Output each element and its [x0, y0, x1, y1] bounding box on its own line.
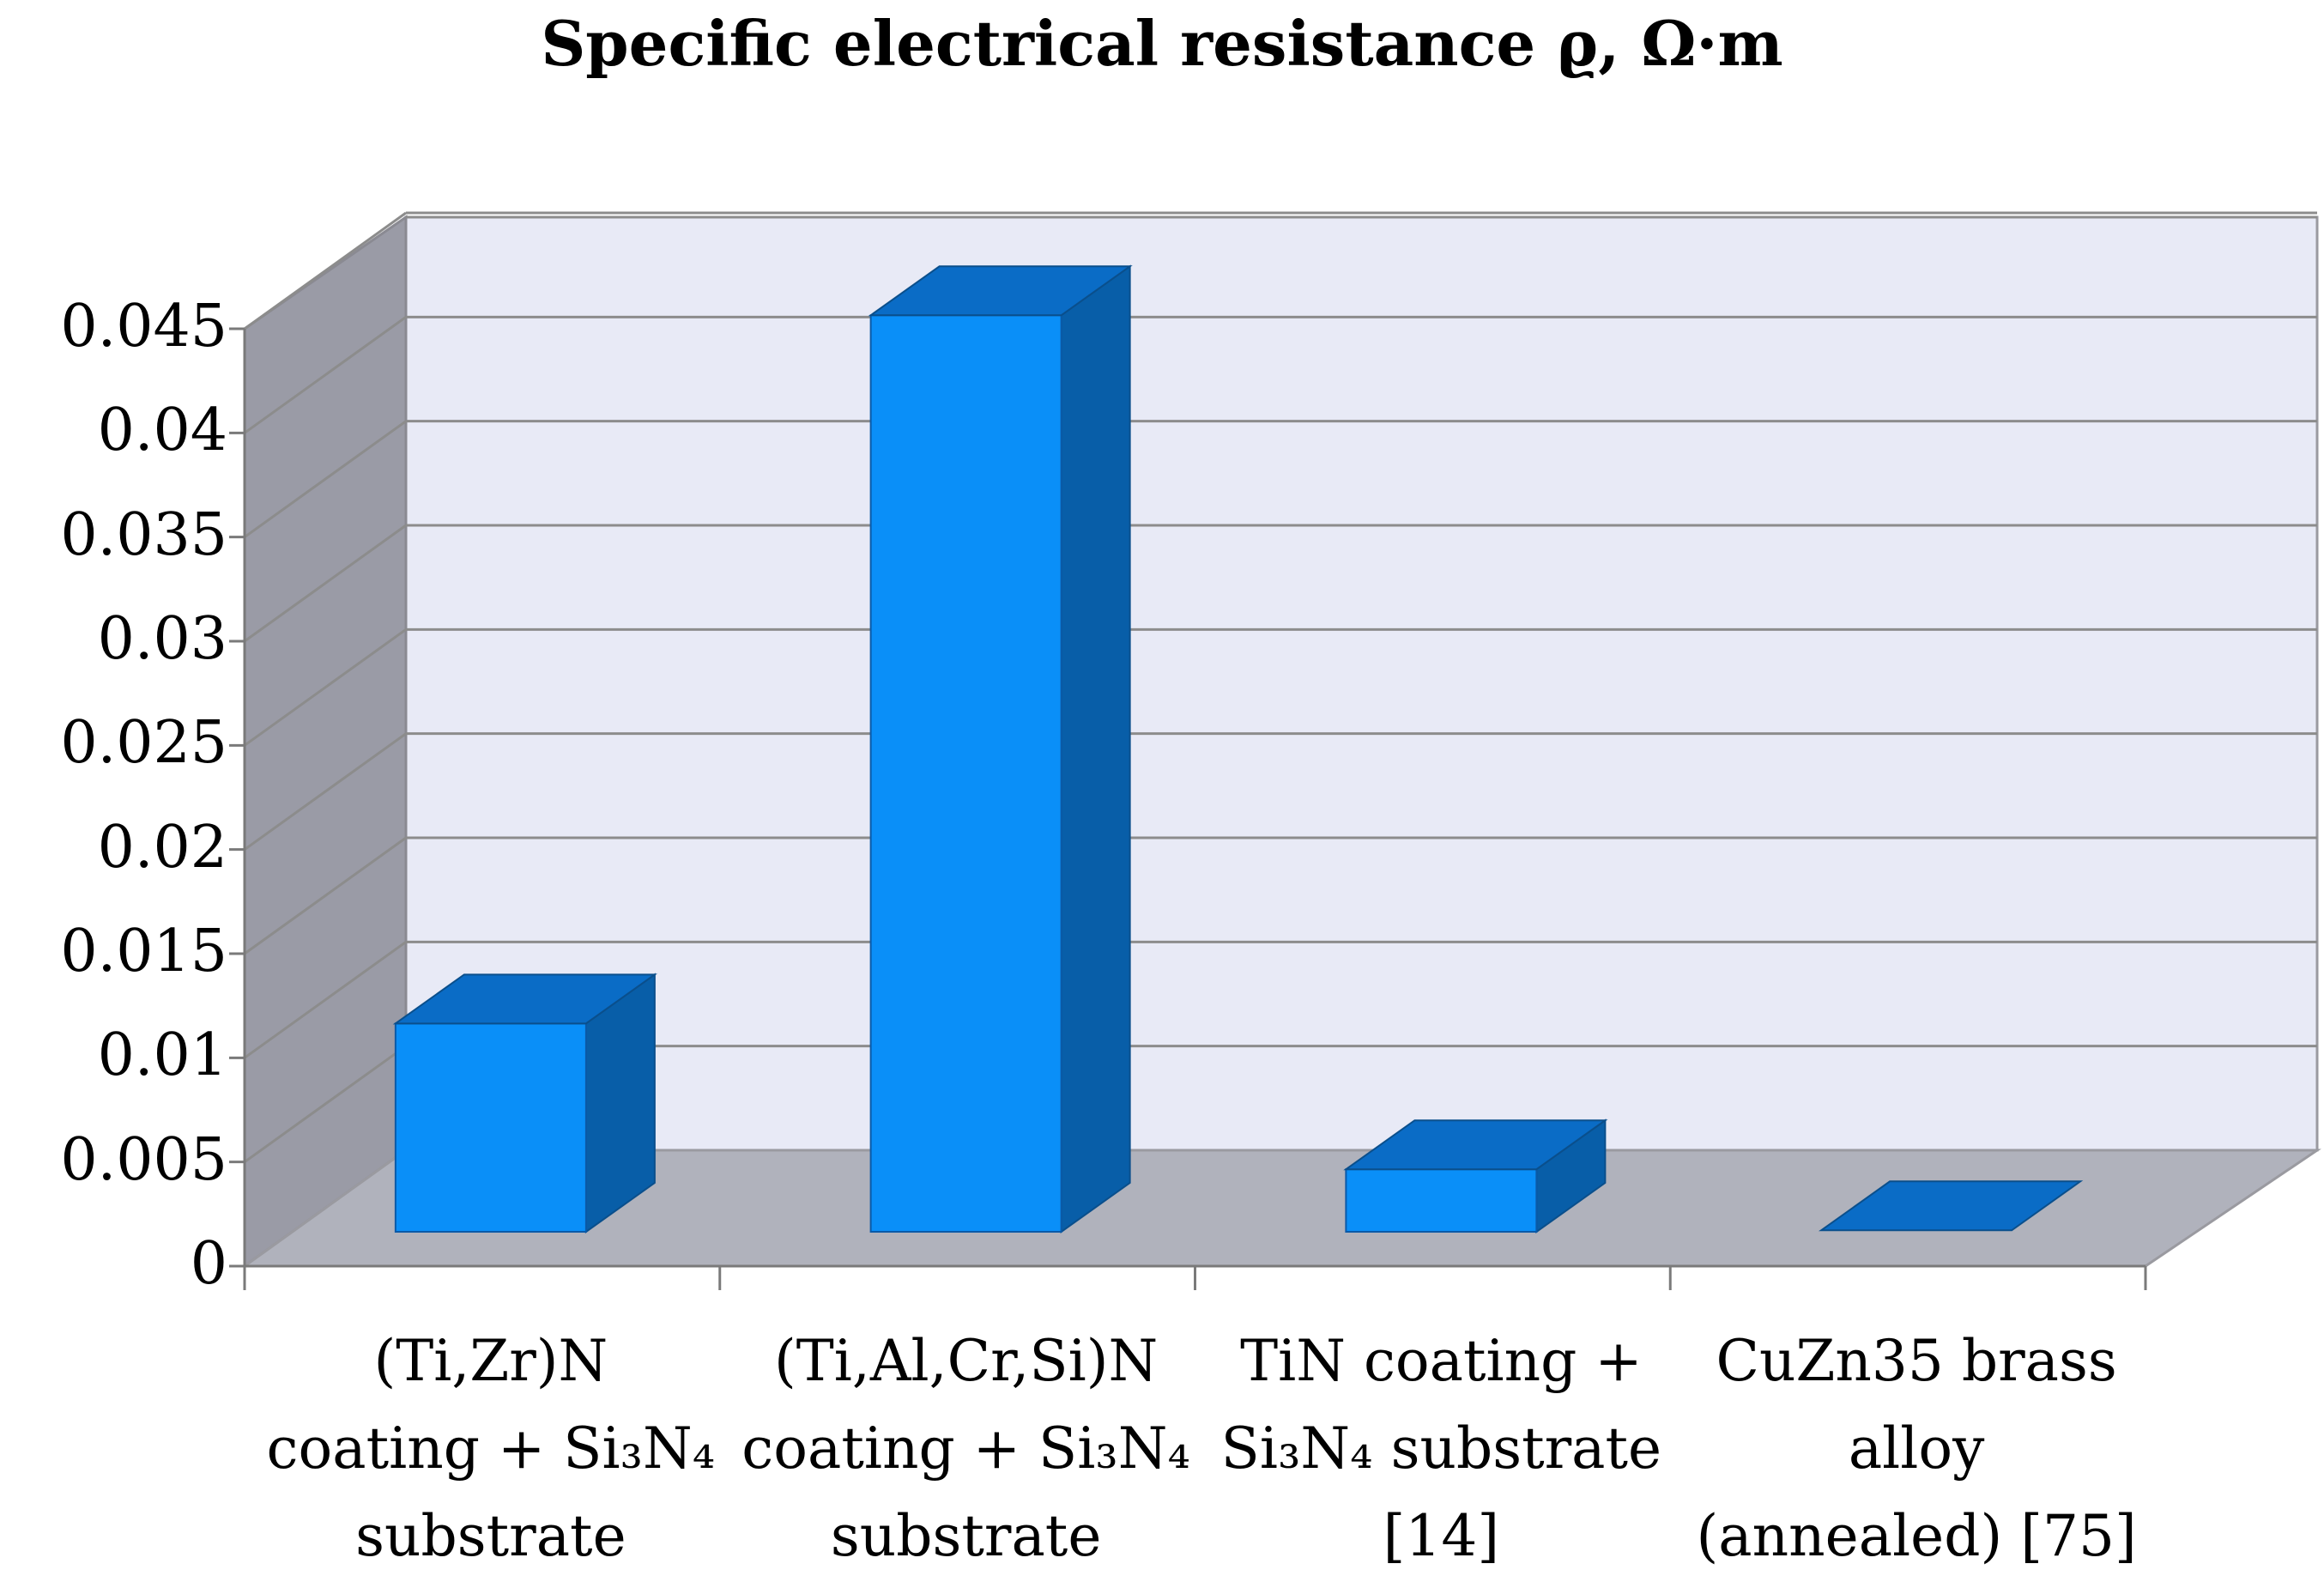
y-tick-label: 0.02	[97, 813, 227, 882]
back-wall	[404, 215, 2319, 1152]
bar	[392, 973, 658, 1233]
x-category-label-line: coating + Si₃N₄	[266, 1415, 716, 1482]
y-tick-label: 0.01	[97, 1021, 227, 1090]
x-category-label-line: (Ti,Al,Cr,Si)N	[774, 1328, 1159, 1394]
gridline-side	[244, 628, 407, 747]
bar-side	[1060, 264, 1131, 1233]
x-category-label-line: [14]	[1383, 1503, 1500, 1569]
bar	[868, 264, 1133, 1233]
x-category-label: CuZn35 brass alloy (annealed) [75]	[1689, 1318, 2144, 1580]
x-category-label-line: (annealed) [75]	[1696, 1503, 2137, 1569]
gridline-side	[244, 836, 407, 955]
gridline-side	[244, 420, 407, 538]
x-category-label-line: substrate	[830, 1503, 1102, 1569]
gridline-side	[244, 941, 407, 1059]
gridline-side	[244, 524, 407, 643]
y-tick-label: 0.045	[60, 293, 227, 361]
gridline-side	[244, 732, 407, 851]
x-category-label: TiN coating + Si₃N₄ substrate [14]	[1213, 1318, 1668, 1580]
bar-front	[1345, 1168, 1538, 1233]
bar	[1818, 1180, 2084, 1232]
x-category-label-line: substrate	[355, 1503, 626, 1569]
y-tick-label: 0.025	[60, 709, 227, 778]
y-tick-label: 0.035	[60, 500, 227, 569]
y-tick-label: 0	[190, 1230, 227, 1298]
x-category-label-line: coating + Si₃N₄	[741, 1415, 1190, 1482]
bar	[1343, 1118, 1608, 1233]
y-tick-label: 0.03	[97, 605, 227, 673]
x-category-label: (Ti,Zr)N coating + Si₃N₄ substrate	[263, 1318, 718, 1580]
x-category-label-line: CuZn35 brass	[1716, 1328, 2117, 1394]
x-category-label: (Ti,Al,Cr,Si)N coating + Si₃N₄ substrate	[739, 1318, 1194, 1580]
y-tick-label: 0.005	[60, 1125, 227, 1194]
x-category-label-line: (Ti,Zr)N	[373, 1328, 608, 1394]
x-category-label-line: Si₃N₄ substrate	[1220, 1415, 1662, 1482]
y-tick-label: 0.015	[60, 918, 227, 985]
chart-title: Specific electrical resistance ϱ, Ω·m	[541, 7, 1783, 80]
bar-top	[1818, 1180, 2084, 1232]
bar-front	[394, 1022, 587, 1233]
bar-top	[1343, 1119, 1608, 1171]
gridline-side	[244, 316, 407, 434]
y-tick-label: 0.04	[97, 397, 227, 465]
bar-top	[392, 973, 658, 1025]
x-category-label-line: alloy	[1848, 1415, 1985, 1482]
gridline-side	[244, 211, 407, 330]
bar-top	[868, 265, 1133, 317]
bar-front	[869, 314, 1062, 1233]
x-category-label-line: TiN coating +	[1240, 1328, 1643, 1394]
gridline-side	[244, 1045, 407, 1163]
